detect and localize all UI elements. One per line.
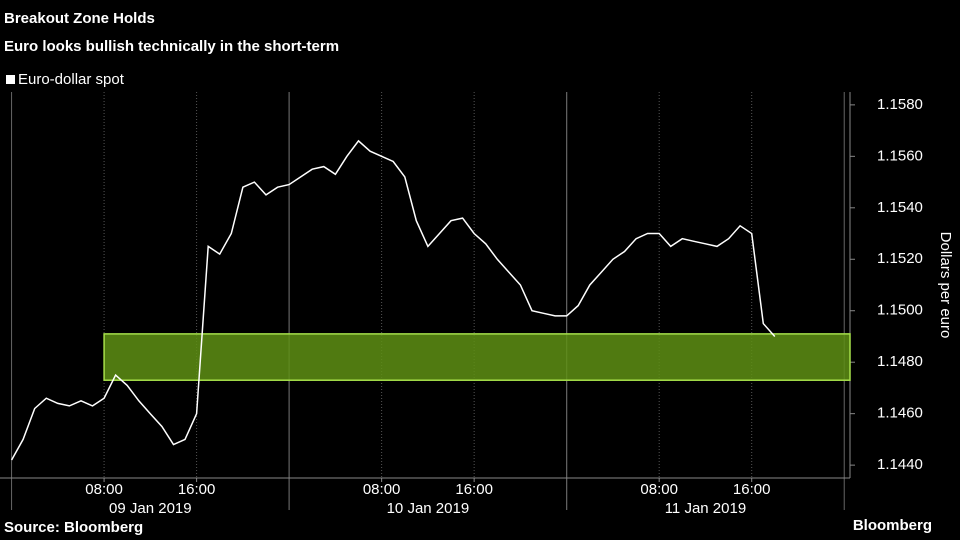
- x-tick-label: 08:00: [85, 481, 123, 498]
- y-tick-label: 1.1440: [877, 456, 923, 473]
- x-date-label: 10 Jan 2019: [387, 500, 470, 517]
- highlight-zone: [103, 333, 851, 381]
- y-tick-label: 1.1560: [877, 147, 923, 164]
- x-tick-label: 08:00: [640, 481, 678, 498]
- x-tick-label: 16:00: [455, 481, 493, 498]
- legend-label: Euro-dollar spot: [18, 71, 125, 88]
- x-date-label: 11 Jan 2019: [665, 500, 746, 517]
- y-tick-label: 1.1480: [877, 353, 923, 370]
- x-tick-label: 08:00: [363, 481, 401, 498]
- legend-swatch: [6, 75, 15, 84]
- y-tick-label: 1.1580: [877, 96, 923, 113]
- x-date-label: 09 Jan 2019: [109, 500, 192, 517]
- chart-subtitle: Euro looks bullish technically in the sh…: [4, 38, 339, 55]
- source: Source: Bloomberg: [4, 519, 143, 536]
- y-tick-label: 1.1460: [877, 405, 923, 422]
- price-line: [10, 139, 776, 461]
- x-tick-label: 16:00: [733, 481, 771, 498]
- y-axis-title: Dollars per euro: [937, 232, 954, 339]
- y-tick-label: 1.1540: [877, 199, 923, 216]
- chart-title: Breakout Zone Holds: [4, 10, 155, 27]
- y-tick-label: 1.1520: [877, 250, 923, 267]
- y-tick-label: 1.1500: [877, 302, 923, 319]
- x-tick-label: 16:00: [178, 481, 216, 498]
- brand: Bloomberg: [853, 517, 932, 534]
